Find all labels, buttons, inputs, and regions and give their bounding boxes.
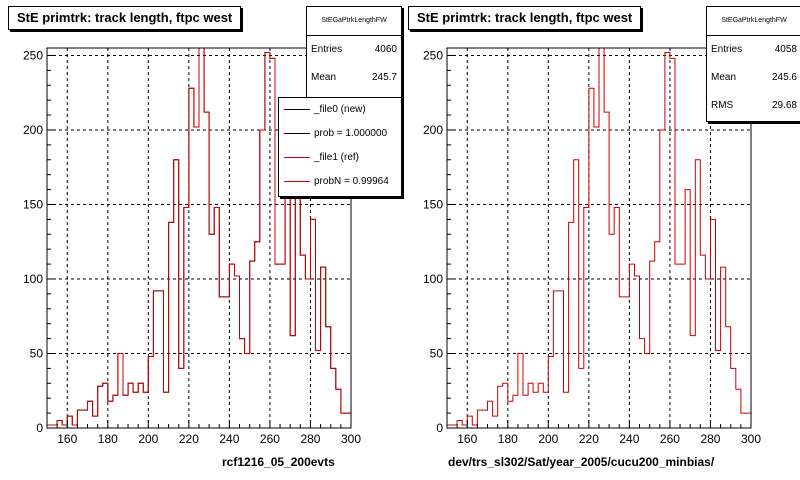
left-stats-box: StEGaPtrkLengthFW Entries 4060 Mean 245.… <box>306 6 402 98</box>
legend-label-prob: prob = 1.000000 <box>314 128 388 139</box>
y-tick-label: 0 <box>436 421 443 435</box>
right-stats-row-mean: Mean 245.6 <box>707 64 800 92</box>
x-tick-label: 200 <box>538 432 558 446</box>
legend-swatch-probn <box>284 181 310 182</box>
x-tick-label: 180 <box>98 432 118 446</box>
left-stats-row-mean: Mean 245.7 <box>307 64 401 92</box>
x-tick-label: 220 <box>579 432 599 446</box>
left-stats-mean-label: Mean <box>311 72 337 83</box>
right-stats-box: StEGaPtrkLengthFW Entries 4058 Mean 245.… <box>706 6 800 122</box>
y-tick-label: 250 <box>423 48 443 62</box>
y-tick-label: 200 <box>23 123 43 137</box>
right-histogram: 160 180 200 220 240 260 280 300 0 50 100 150 200 250 <box>423 47 761 446</box>
left-legend: _file0 (new) prob = 1.000000 _file1 (ref… <box>278 97 402 197</box>
right-stats-rms-value: 29.68 <box>771 100 797 111</box>
left-footer-label: rcf1216_05_200evts <box>222 455 335 469</box>
legend-swatch-prob <box>284 133 310 134</box>
x-tick-label: 160 <box>57 432 77 446</box>
right-stats-row-entries: Entries 4058 <box>707 36 800 64</box>
x-tick-label: 300 <box>341 432 361 446</box>
y-tick-label: 50 <box>430 346 444 360</box>
left-stats-mean-value: 245.7 <box>371 72 397 83</box>
legend-swatch-file1 <box>284 157 310 158</box>
x-tick-label: 280 <box>700 432 720 446</box>
x-tick-label: 220 <box>179 432 199 446</box>
y-tick-label: 100 <box>23 272 43 286</box>
x-tick-label: 240 <box>619 432 639 446</box>
y-tick-label: 150 <box>23 197 43 211</box>
right-stats-row-rms: RMS 29.68 <box>707 92 800 120</box>
right-stats-entries-label: Entries <box>711 44 743 55</box>
y-tick-label: 50 <box>30 346 44 360</box>
x-tick-label: 160 <box>457 432 477 446</box>
left-panel: 160 180 200 220 240 260 280 300 0 50 100 150 200 250 … <box>8 6 402 469</box>
x-tick-label: 300 <box>741 432 761 446</box>
y-tick-label: 0 <box>36 421 43 435</box>
legend-swatch-file0 <box>284 109 310 110</box>
right-stats-rms-label: RMS <box>711 100 734 111</box>
x-tick-label: 260 <box>260 432 280 446</box>
legend-label-probn: probN = 0.99964 <box>314 176 389 187</box>
x-tick-label: 280 <box>300 432 320 446</box>
y-tick-label: 150 <box>423 197 443 211</box>
right-stats-entries-value: 4058 <box>774 44 797 55</box>
x-tick-label: 260 <box>660 432 680 446</box>
right-stats-mean-value: 245.6 <box>771 72 797 83</box>
histogram-series-0 <box>447 47 751 426</box>
y-tick-label: 250 <box>23 48 43 62</box>
x-tick-label: 180 <box>498 432 518 446</box>
legend-label-file0: _file0 (new) <box>314 104 366 115</box>
right-stats-mean-label: Mean <box>711 72 737 83</box>
x-tick-label: 240 <box>219 432 239 446</box>
legend-entry-prob: prob = 1.000000 <box>279 122 401 146</box>
y-tick-label: 100 <box>423 272 443 286</box>
left-stats-name: StEGaPtrkLengthFW <box>307 7 401 36</box>
legend-label-file1: _file1 (ref) <box>314 152 360 163</box>
left-stats-entries-value: 4060 <box>374 44 397 55</box>
left-plot-title: StE primtrk: track length, ftpc west <box>8 6 242 30</box>
left-stats-entries-label: Entries <box>311 44 343 55</box>
right-footer-label: dev/trs_sl302/Sat/year_2005/cucu200_minb… <box>448 455 715 469</box>
x-tick-label: 200 <box>138 432 158 446</box>
right-panel: 160 180 200 220 240 260 280 300 0 50 100 150 200 250 … <box>400 0 800 480</box>
legend-entry-probn: probN = 0.99964 <box>279 170 401 194</box>
right-stats-name: StEGaPtrkLengthFW <box>707 7 800 36</box>
y-tick-label: 200 <box>423 123 443 137</box>
right-plot-title: StE primtrk: track length, ftpc west <box>408 6 642 30</box>
left-stats-row-entries: Entries 4060 <box>307 36 401 64</box>
legend-entry-file0: _file0 (new) <box>279 98 401 122</box>
legend-entry-file1: _file1 (ref) <box>279 146 401 170</box>
